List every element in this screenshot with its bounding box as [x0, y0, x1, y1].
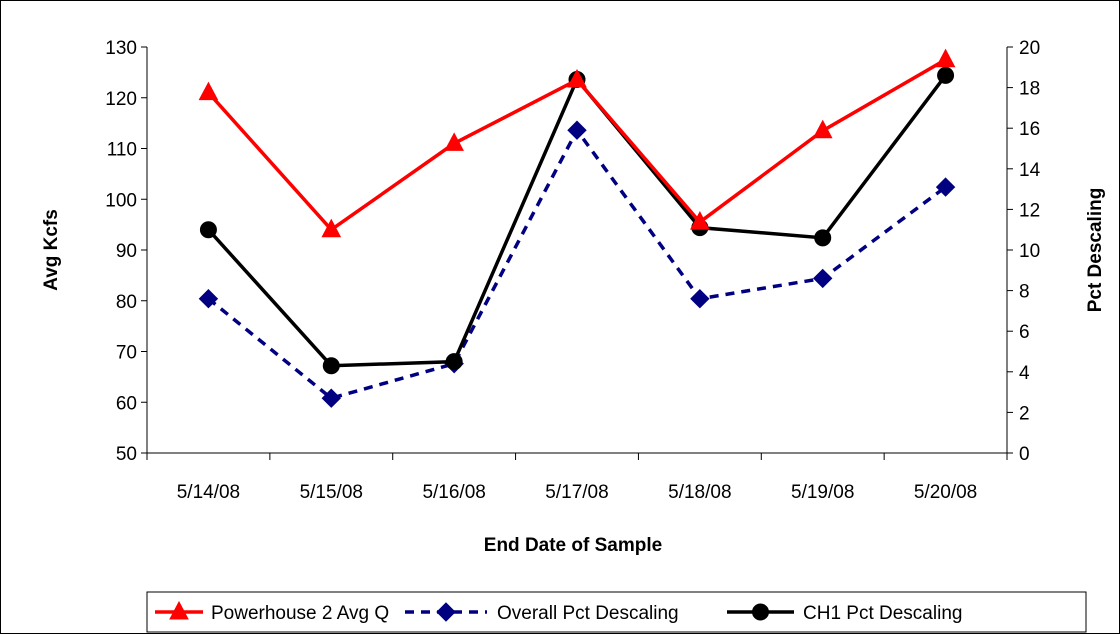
legend-marker — [436, 602, 456, 622]
data-point — [812, 119, 833, 139]
data-point — [937, 66, 955, 84]
data-point — [814, 229, 832, 247]
series-line — [207, 74, 947, 368]
y-tick-label: 90 — [116, 241, 137, 262]
x-tick-label: 5/16/08 — [422, 482, 485, 503]
axes: 50 60 70 80 90 100 110 120 130 0 2 4 6 8 10 12 14 16 18 20 5… — [105, 38, 1040, 503]
y-tick-label: 100 — [105, 190, 137, 211]
data-point — [813, 268, 833, 289]
x-tick-label: 5/20/08 — [914, 482, 977, 503]
series-ch1-pct-descaling — [199, 66, 955, 375]
legend-label: Powerhouse 2 Avg Q — [211, 603, 389, 624]
data-point — [199, 221, 217, 239]
y-tick-label: 60 — [116, 393, 137, 414]
y2-tick-label: 16 — [1019, 119, 1040, 140]
legend-box — [146, 591, 1087, 633]
y2-tick-label: 0 — [1019, 444, 1030, 465]
data-point — [567, 120, 587, 140]
y-axis-title: Avg Kcfs — [41, 209, 62, 291]
data-point — [445, 353, 463, 371]
x-tick-label: 5/15/08 — [300, 482, 363, 503]
y2-tick-label: 6 — [1019, 322, 1030, 343]
legend-marker — [752, 603, 769, 621]
data-point — [690, 211, 710, 230]
series-layer — [198, 48, 956, 408]
y-tick-label: 50 — [116, 444, 137, 465]
data-point — [198, 81, 219, 101]
series-line — [207, 126, 947, 401]
data-point — [321, 218, 342, 238]
legend-item: Overall Pct Descaling — [405, 602, 679, 624]
data-point — [322, 357, 340, 375]
x-tick-label: 5/19/08 — [791, 482, 854, 503]
data-point — [935, 48, 956, 68]
data-point — [690, 289, 710, 309]
data-point — [444, 132, 464, 151]
legend-item: CH1 Pct Descaling — [727, 603, 962, 624]
data-point — [198, 289, 219, 309]
y2-tick-label: 2 — [1019, 403, 1030, 424]
data-point — [935, 177, 956, 197]
y2-tick-label: 10 — [1019, 241, 1040, 262]
x-tick-label: 5/17/08 — [545, 482, 608, 503]
y-tick-label: 130 — [105, 38, 137, 59]
y2-tick-label: 18 — [1019, 79, 1040, 100]
y-tick-label: 110 — [107, 140, 137, 161]
data-point — [567, 68, 587, 88]
y2-tick-label: 14 — [1019, 160, 1041, 181]
y2-tick-label: 8 — [1019, 282, 1030, 303]
y2-tick-label: 12 — [1019, 200, 1040, 221]
x-tick-label: 5/14/08 — [177, 482, 240, 503]
legend-item: Powerhouse 2 Avg Q — [155, 600, 389, 624]
y-tick-label: 70 — [116, 343, 137, 364]
y2-tick-label: 20 — [1019, 38, 1040, 59]
legend-label: Overall Pct Descaling — [497, 603, 679, 624]
x-axis-title: End Date of Sample — [484, 535, 662, 556]
x-tick-label: 5/18/08 — [668, 482, 731, 503]
y2-axis-title: Pct Descaling — [1085, 188, 1106, 313]
y-tick-label: 120 — [105, 89, 137, 110]
data-point — [321, 388, 341, 408]
y-tick-label: 80 — [116, 292, 137, 313]
series-powerhouse-2-avg-q — [198, 48, 956, 238]
legend-label: CH1 Pct Descaling — [803, 603, 962, 624]
y2-tick-label: 4 — [1019, 363, 1030, 384]
legend-marker — [169, 600, 189, 620]
legend: Powerhouse 2 Avg Q Overall Pct Descaling C… — [155, 600, 962, 624]
series-overall-pct-descaling — [198, 120, 956, 408]
